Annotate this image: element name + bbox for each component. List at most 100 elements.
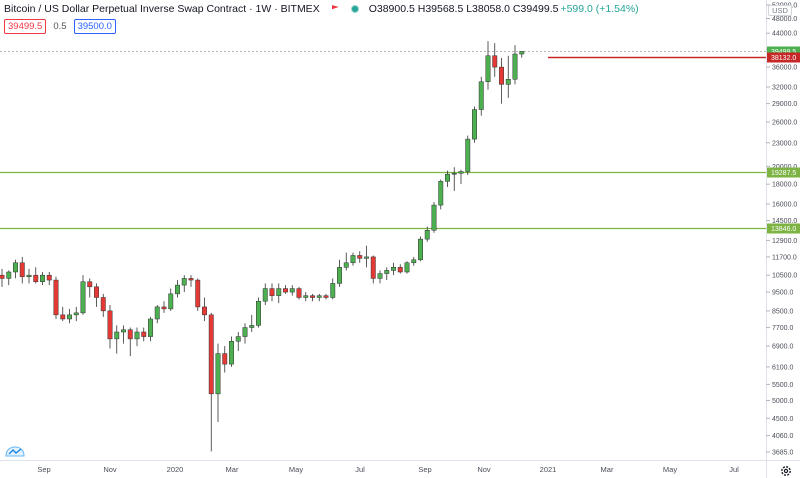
candle-up <box>262 283 268 305</box>
candle-body <box>492 55 498 68</box>
candle-body <box>53 279 59 316</box>
candle-up <box>343 252 349 271</box>
candle-down <box>161 301 167 313</box>
candle-up <box>404 261 410 274</box>
candle-body <box>107 310 113 340</box>
candle-body <box>141 331 147 337</box>
price-tick-label: 9500.0 <box>772 290 794 297</box>
horizontal-levels <box>0 51 766 230</box>
candle-body <box>418 238 423 261</box>
candle-body <box>168 293 174 310</box>
candle-down <box>141 327 147 342</box>
flag-icon[interactable] <box>331 5 339 10</box>
symbol-title[interactable]: Bitcoin / US Dollar Perpetual Inverse Sw… <box>4 3 320 15</box>
candle-down <box>60 306 66 322</box>
candle-body <box>391 267 396 271</box>
candle-up <box>229 336 234 367</box>
candle-body <box>289 288 295 293</box>
candle-body <box>87 281 93 288</box>
candle-up <box>512 45 518 85</box>
candle-down <box>310 293 315 302</box>
candle-body <box>269 288 275 296</box>
candle-up <box>505 55 511 98</box>
price-tick-label: 5500.0 <box>772 382 794 389</box>
candle-up <box>114 325 120 354</box>
candle-body <box>19 262 25 278</box>
candle-body <box>148 318 153 337</box>
candle-body <box>465 138 471 172</box>
spread-value: 0.5 <box>53 21 67 32</box>
level-price-text: 13846.0 <box>771 226 796 233</box>
candle-body <box>519 51 525 55</box>
candle-body <box>404 262 410 273</box>
candle-down <box>283 285 288 294</box>
candle-body <box>499 66 504 85</box>
candle-body <box>357 255 363 259</box>
price-tick-label: 23000.0 <box>772 140 797 147</box>
price-change: +599.0 (+1.54%) <box>560 3 639 15</box>
time-tick-label: Jul <box>355 465 365 474</box>
price-tick-label: 16000.0 <box>772 202 797 209</box>
candle-down <box>107 305 113 349</box>
level-price-tag <box>767 223 800 234</box>
candle-up <box>121 325 126 344</box>
candle-down <box>46 271 52 286</box>
time-tick-label: May <box>289 465 303 474</box>
candle-up <box>67 308 72 324</box>
buy-button[interactable]: 39500.0 <box>73 19 116 34</box>
candle-body <box>323 295 329 298</box>
price-axis[interactable]: 52000.048000.044000.040000.036000.032000… <box>766 3 797 457</box>
candle-body <box>114 331 120 340</box>
candle-down <box>127 327 133 357</box>
candle-down <box>370 255 376 284</box>
candle-body <box>46 274 52 281</box>
candle-body <box>215 353 221 395</box>
candle-body <box>73 312 79 316</box>
candle-down <box>100 293 106 317</box>
time-tick-label: Jul <box>729 465 739 474</box>
candle-up <box>391 262 396 276</box>
candle-body <box>343 262 349 268</box>
candle-body <box>127 329 133 340</box>
level-price-text: 38132.0 <box>771 55 796 62</box>
time-tick-label: Sep <box>37 465 50 474</box>
currency-label[interactable]: USD <box>768 5 792 16</box>
tradingview-logo-icon[interactable] <box>5 444 25 458</box>
candle-down <box>208 312 214 452</box>
candle-body <box>40 274 45 282</box>
candle-up <box>303 292 309 302</box>
candle-up <box>316 293 322 302</box>
level-price-text: 19287.5 <box>771 170 796 177</box>
price-tick-label: 26000.0 <box>772 120 797 127</box>
price-tick-label: 5000.0 <box>772 398 794 405</box>
candle-up <box>80 275 86 315</box>
time-tick-label: Sep <box>418 465 431 474</box>
ohlc-values: O38900.5 H39568.5 L38058.0 C39499.5 <box>368 3 559 15</box>
price-tick-label: 4500.0 <box>772 416 794 423</box>
candle-body <box>431 204 437 231</box>
candle-body <box>505 79 511 85</box>
price-tick-label: 10500.0 <box>772 273 797 280</box>
candle-body <box>397 267 403 273</box>
candle-up <box>384 267 390 281</box>
time-axis[interactable]: Sep Nov 2020 Mar May Jul Sep Nov 2021 Mar May Jul <box>37 465 739 474</box>
market-status-icon <box>350 5 359 13</box>
sell-button[interactable]: 39499.5 <box>4 19 47 34</box>
candle-body <box>256 300 261 326</box>
candle-body <box>134 331 140 340</box>
candle-body <box>458 171 464 174</box>
candle-down <box>499 57 504 104</box>
price-tick-label: 32000.0 <box>772 84 797 91</box>
candle-body <box>337 267 342 284</box>
candle-up <box>289 285 295 296</box>
price-tick-label: 36000.0 <box>772 65 797 72</box>
gear-icon[interactable] <box>779 464 793 478</box>
level-price-tag <box>767 52 800 63</box>
candle-up <box>154 305 160 324</box>
candle-down <box>202 297 207 322</box>
candle-up <box>215 343 221 423</box>
candle-body <box>283 288 288 293</box>
candle-body <box>202 306 207 316</box>
